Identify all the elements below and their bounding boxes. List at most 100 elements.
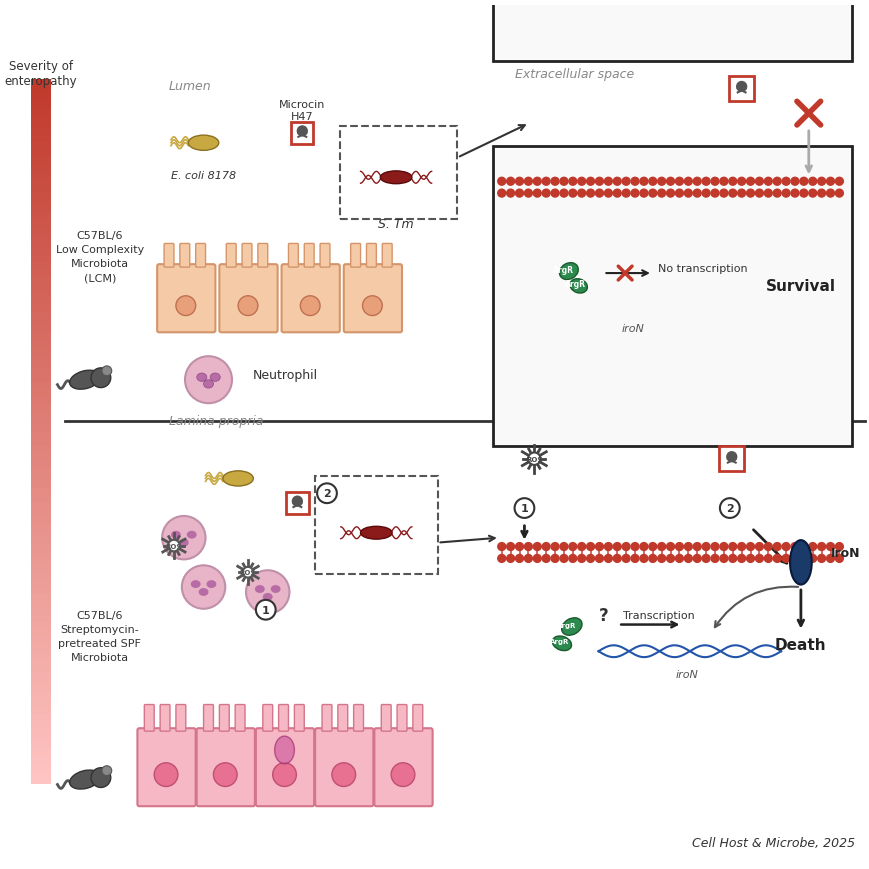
Text: C57BL/6
Low Complexity
Microbiota
(LCM): C57BL/6 Low Complexity Microbiota (LCM) [56,231,144,283]
Bar [30,178,50,185]
Bar [30,481,50,488]
Circle shape [246,571,289,614]
FancyBboxPatch shape [262,705,272,732]
Bar [30,679,50,686]
FancyBboxPatch shape [381,244,392,268]
Circle shape [817,178,825,186]
Circle shape [550,178,559,186]
Circle shape [754,178,762,186]
Circle shape [666,178,673,186]
FancyBboxPatch shape [176,705,186,732]
FancyBboxPatch shape [226,244,235,268]
Bar [30,721,50,728]
Circle shape [586,190,594,198]
Bar [30,728,50,735]
Circle shape [272,763,296,786]
Circle shape [693,190,700,198]
Circle shape [595,554,603,563]
Circle shape [524,554,532,563]
Circle shape [728,178,736,186]
Text: E. coli 8178: E. coli 8178 [171,171,235,181]
Circle shape [648,554,656,563]
Circle shape [586,178,594,186]
FancyBboxPatch shape [350,244,360,268]
Text: Extracellular space: Extracellular space [514,68,634,81]
FancyBboxPatch shape [219,265,277,333]
Bar [30,404,50,411]
Text: ArgR: ArgR [556,622,576,627]
Ellipse shape [179,539,189,547]
Bar [30,305,50,312]
Circle shape [674,178,683,186]
Circle shape [684,178,692,186]
Circle shape [666,554,673,563]
Bar [30,94,50,101]
Ellipse shape [552,636,571,651]
Text: ROS: ROS [166,543,182,549]
Bar [30,742,50,749]
Ellipse shape [206,580,216,588]
Circle shape [595,178,603,186]
Bar [30,207,50,214]
Circle shape [808,178,816,186]
FancyBboxPatch shape [315,728,373,806]
Bar [30,517,50,524]
Circle shape [701,190,709,198]
FancyBboxPatch shape [366,244,376,268]
Circle shape [693,554,700,563]
Circle shape [577,190,585,198]
Circle shape [560,543,567,551]
Bar [30,587,50,594]
Circle shape [316,484,336,503]
Circle shape [497,554,505,563]
Circle shape [568,554,576,563]
Ellipse shape [222,471,253,487]
Circle shape [514,499,534,518]
Bar [30,771,50,778]
Circle shape [613,543,620,551]
Circle shape [102,367,111,376]
Circle shape [728,190,736,198]
Text: Death: Death [774,637,826,652]
Circle shape [577,178,585,186]
FancyBboxPatch shape [196,728,255,806]
Circle shape [737,554,745,563]
Circle shape [826,178,833,186]
Text: Neutrophil: Neutrophil [253,368,318,381]
Circle shape [648,178,656,186]
Bar [30,319,50,326]
Circle shape [586,543,594,551]
Circle shape [541,178,549,186]
Bar [30,538,50,545]
Circle shape [162,516,205,560]
Text: Survival: Survival [765,279,835,294]
Circle shape [701,554,709,563]
Circle shape [701,178,709,186]
FancyBboxPatch shape [255,728,314,806]
Bar [30,749,50,756]
Circle shape [91,768,110,787]
FancyBboxPatch shape [381,705,391,732]
Circle shape [754,543,762,551]
Bar [30,136,50,143]
Text: ROS: ROS [240,569,255,575]
Circle shape [710,178,718,186]
FancyBboxPatch shape [320,244,329,268]
Bar [30,672,50,679]
Circle shape [524,178,532,186]
Circle shape [362,296,381,316]
Circle shape [720,499,739,518]
Bar [30,164,50,171]
Bar [30,157,50,164]
Circle shape [834,543,842,551]
Circle shape [533,190,541,198]
Circle shape [577,554,585,563]
Circle shape [781,543,789,551]
Circle shape [773,554,780,563]
Circle shape [621,543,629,551]
Circle shape [550,554,559,563]
FancyBboxPatch shape [374,728,432,806]
FancyBboxPatch shape [343,265,401,333]
Circle shape [391,763,415,786]
Circle shape [300,296,320,316]
